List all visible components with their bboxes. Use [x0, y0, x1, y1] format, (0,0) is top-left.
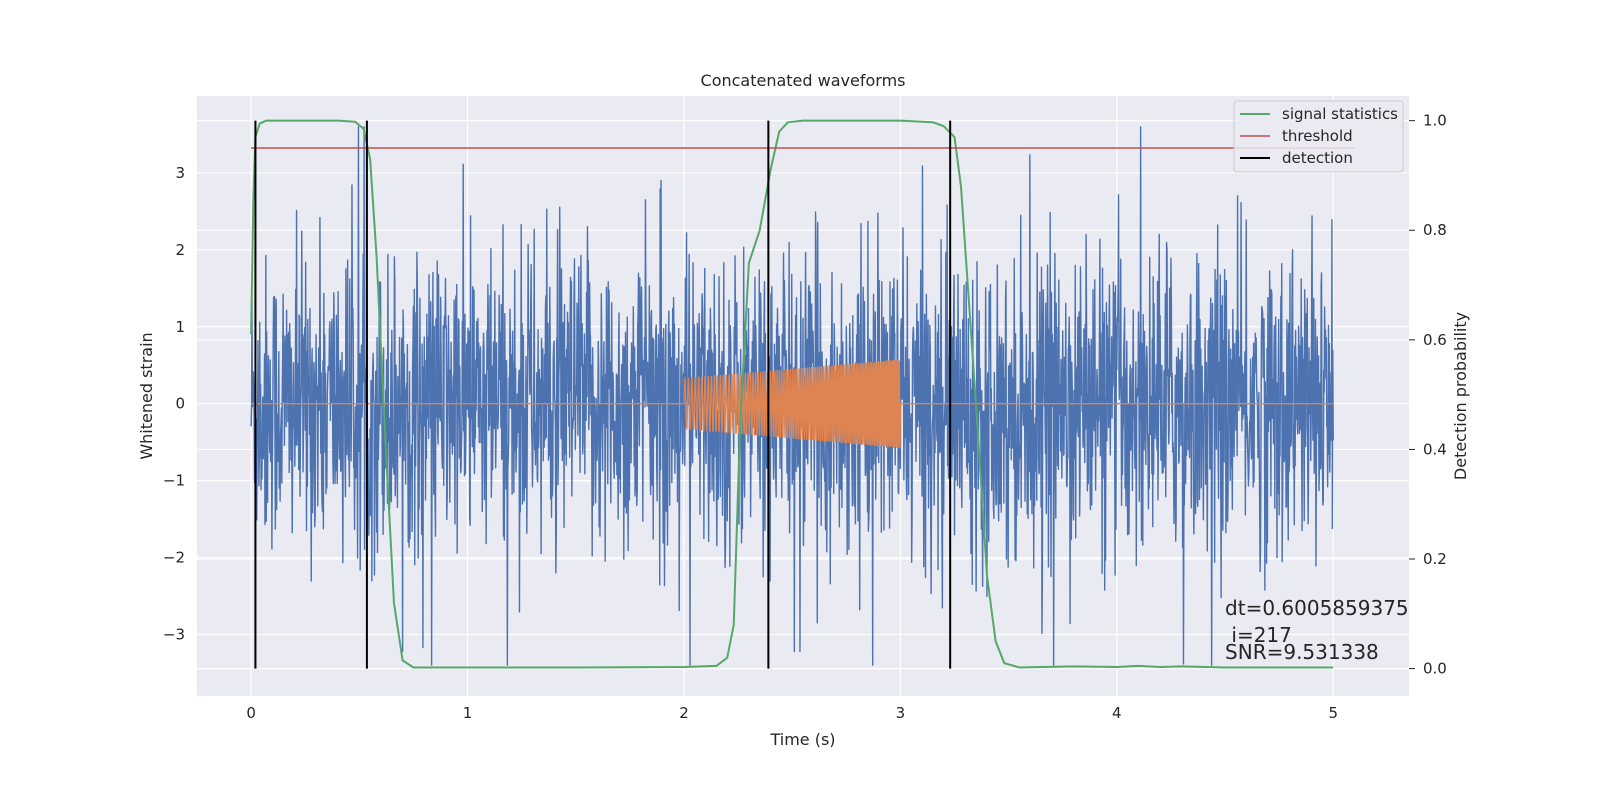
- x-tick-label: 4: [1112, 704, 1122, 722]
- x-tick-label: 2: [679, 704, 689, 722]
- y-left-tick-label: 0: [175, 395, 185, 413]
- annotation-snr: SNR=9.531338: [1225, 640, 1379, 664]
- y-right-tick-label: 0.8: [1423, 221, 1447, 239]
- legend-box: [1233, 100, 1404, 173]
- annotation: dt=0.6005859375 i=217 SNR=9.531338: [1225, 596, 1409, 664]
- y-axis-right-label: Detection probability: [1451, 312, 1470, 480]
- legend-label-signal-statistics: signal statistics: [1282, 105, 1398, 123]
- y-axis-right-ticks: 0.0 0.2 0.4 0.6 0.8 1.0: [1409, 112, 1447, 678]
- legend-label-threshold: threshold: [1282, 127, 1353, 145]
- chart-title: Concatenated waveforms: [701, 71, 906, 90]
- x-tick-label: 0: [246, 704, 256, 722]
- y-right-tick-label: 0.2: [1423, 550, 1447, 568]
- y-right-tick-label: 1.0: [1423, 112, 1447, 130]
- annotation-i: i=217: [1225, 623, 1292, 647]
- y-right-tick-label: 0.6: [1423, 331, 1447, 349]
- x-tick-label: 3: [896, 704, 906, 722]
- legend-label-detection: detection: [1282, 149, 1353, 167]
- y-left-tick-label: −2: [163, 549, 185, 567]
- series-whitened-strain-line: [250, 126, 1334, 666]
- x-tick-label: 1: [463, 704, 473, 722]
- y-left-tick-label: 1: [175, 318, 185, 336]
- y-left-tick-label: −1: [163, 472, 185, 490]
- x-axis-label: Time (s): [769, 730, 835, 749]
- y-right-tick-label: 0.4: [1423, 440, 1447, 458]
- x-tick-label: 5: [1328, 704, 1338, 722]
- series-injected-waveform-line: [251, 359, 1334, 449]
- x-axis-ticks: 0 1 2 3 4 5: [246, 704, 1338, 722]
- series-signal-statistics-line: [250, 119, 1334, 669]
- annotation-dt: dt=0.6005859375: [1225, 596, 1409, 620]
- series-detection-lines: [254, 120, 952, 669]
- y-left-tick-label: 2: [175, 241, 185, 259]
- y-axis-left-ticks: −3 −2 −1 0 1 2 3: [163, 164, 185, 644]
- y-axis-left-label: Whitened strain: [137, 332, 156, 459]
- y-left-tick-label: −3: [163, 625, 185, 643]
- y-right-tick-label: 0.0: [1423, 660, 1447, 678]
- y-left-tick-label: 3: [175, 164, 185, 182]
- legend: signal statistics threshold detection: [1233, 100, 1404, 173]
